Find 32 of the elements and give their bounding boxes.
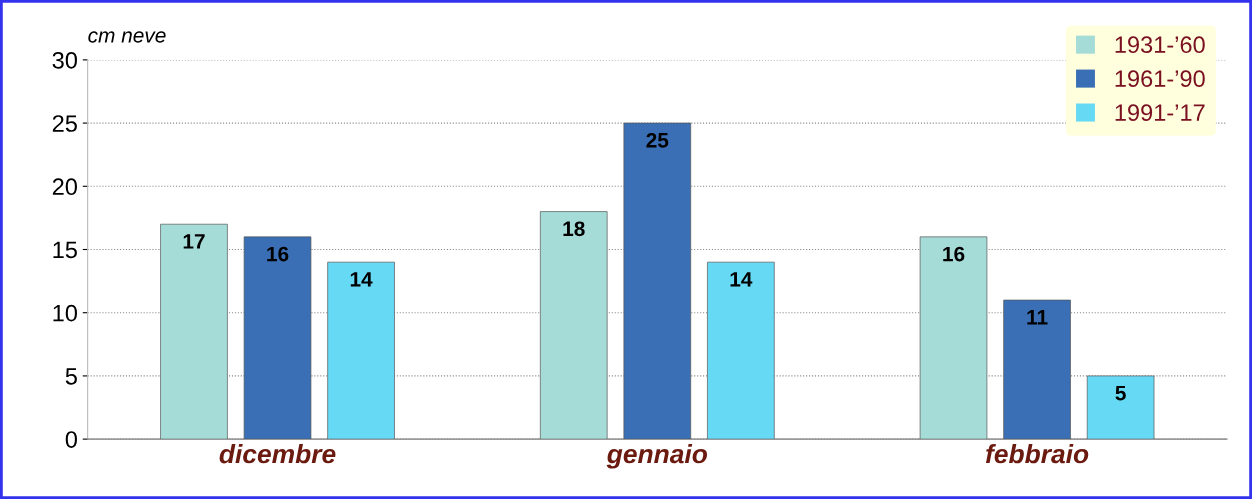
x-tick-label: gennaio <box>606 443 708 469</box>
x-tick-label: febbraio <box>985 443 1089 464</box>
bar <box>1003 299 1071 440</box>
y-tick-label: 20 <box>52 178 77 196</box>
y-tick-label: 10 <box>53 304 77 322</box>
y-axis-title: cm neve <box>88 31 166 43</box>
legend-label: 1961-’90 <box>1115 70 1205 88</box>
bar <box>919 236 988 440</box>
y-tick-label: 25 <box>52 115 77 132</box>
data-label: 14 <box>350 272 373 287</box>
data-label: 14 <box>730 272 753 287</box>
data-label: 18 <box>563 221 585 237</box>
bar <box>160 223 228 440</box>
y-tick-label: 30 <box>52 51 77 69</box>
bar <box>707 261 775 440</box>
y-tick-label: 15 <box>53 241 77 259</box>
bar <box>623 122 692 440</box>
x-tick-label: dicembre <box>219 443 336 464</box>
legend-label: 1991-’17 <box>1115 104 1205 121</box>
y-tick-label: 5 <box>65 368 77 385</box>
legend-label: 1931-’60 <box>1115 36 1205 54</box>
bar <box>327 261 395 440</box>
data-label: 25 <box>646 132 669 148</box>
data-label: 17 <box>183 234 205 249</box>
y-tick-label: 0 <box>65 431 77 448</box>
bar <box>539 211 608 440</box>
bar <box>243 236 312 440</box>
data-label: 16 <box>267 246 289 262</box>
bar <box>1086 375 1155 440</box>
data-label: 16 <box>943 246 965 262</box>
data-label: 5 <box>1115 385 1126 401</box>
data-label: 11 <box>1027 310 1048 325</box>
